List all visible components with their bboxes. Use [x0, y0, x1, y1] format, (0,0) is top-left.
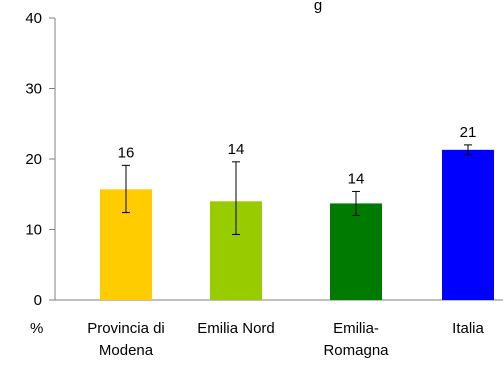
y-tick-label: 10 [25, 222, 42, 239]
x-category-label: Italia [452, 320, 484, 337]
y-tick-label: 40 [25, 10, 42, 27]
y-axis-unit: % [30, 320, 43, 337]
x-category-label: Provincia di Modena [87, 320, 165, 359]
bar [442, 149, 494, 300]
y-axis-ticks: 0 10 20 30 40 [25, 10, 55, 309]
x-category-label: Emilia Nord [197, 320, 275, 337]
y-tick-label: 20 [25, 151, 42, 168]
data-label: 21 [460, 124, 477, 141]
bar [330, 203, 382, 300]
data-label: 14 [228, 141, 245, 158]
x-category-label: Emilia-Romagna [323, 320, 389, 359]
y-tick-label: 30 [25, 81, 42, 98]
data-label: 14 [348, 170, 365, 187]
data-label: 16 [118, 144, 135, 161]
y-tick-label: 0 [34, 292, 42, 309]
bars-group: 16 Provincia di Modena 14 Emilia Nord 14 Emili… [87, 124, 494, 359]
chart-title-fragment: g [314, 0, 322, 14]
